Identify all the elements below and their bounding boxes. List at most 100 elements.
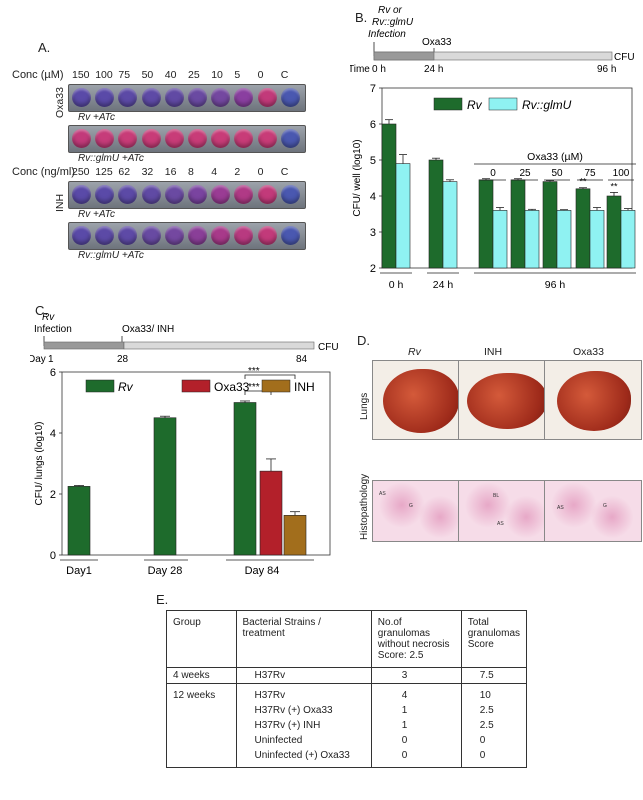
bar-oxa33: [259, 470, 283, 556]
group-cell: 4 weeks: [166, 667, 237, 684]
timeline-infection-3: Infection: [368, 29, 406, 40]
plate-inh-rv: [68, 181, 306, 209]
plate-well: [141, 226, 161, 245]
conc-value: 25: [188, 69, 200, 81]
conc-value: C: [280, 69, 289, 81]
conc-value: 5: [234, 69, 241, 81]
inh-side-label: INH: [54, 193, 66, 212]
row-label-glmu-inh: Rv::glmU +ATc: [78, 250, 144, 261]
score-cell: 2.5: [460, 718, 528, 733]
table-row: H37Rv (+) Oxa33 1 2.5: [166, 703, 528, 718]
dose-label: 75: [584, 168, 596, 179]
plate-well: [72, 185, 91, 204]
significance-bracket: [244, 390, 272, 395]
panel-d-label: D.: [357, 333, 370, 348]
plate-well: [118, 129, 138, 148]
table-row: H37Rv (+) INH 1 2.5: [166, 718, 528, 733]
group-label: 0 h: [389, 279, 404, 291]
bar-rv: [542, 181, 558, 269]
significance-mark: **: [579, 177, 587, 187]
legend-swatch-glmu: [488, 97, 518, 111]
timeline-c-infection: Infection: [34, 324, 72, 335]
plate-well: [234, 185, 254, 204]
dose-label: 25: [519, 168, 531, 179]
legend-swatch: [261, 379, 291, 393]
lung-photo-rv: [372, 360, 470, 440]
timeline-t96: 96 h: [597, 64, 616, 75]
bar-rv: [428, 159, 444, 269]
bar-glmu: [589, 210, 605, 269]
col-rv: Rv: [408, 346, 421, 358]
plate-well: [188, 88, 207, 107]
significance-mark: **: [610, 181, 618, 191]
plate-well: [164, 226, 184, 245]
header-total-score: Total granulomas Score: [460, 610, 528, 668]
timeline-c-bar-pre: [43, 341, 125, 350]
row-label-glmu: Rv::glmU +ATc: [78, 153, 144, 164]
score-cell: 10: [460, 683, 528, 703]
legend-label-rv: Rv: [467, 98, 483, 112]
bar-rv: [67, 486, 91, 556]
plate-well: [257, 226, 277, 245]
table-row: Uninfected 0 0: [166, 733, 528, 748]
panel-c-label: C.: [35, 303, 48, 318]
group-cell: 12 weeks: [166, 683, 237, 703]
bar-glmu: [556, 210, 572, 269]
count-cell: 0: [370, 733, 462, 748]
conc-um-label: Conc (µM): [12, 69, 64, 81]
lung-photo-oxa33: [544, 360, 642, 440]
bar-rv: [233, 402, 257, 556]
legend-swatch: [85, 379, 115, 393]
plate-well: [211, 226, 231, 245]
y-tick-label-c: 6: [50, 367, 56, 379]
plate-well: [257, 185, 277, 204]
plate-well: [211, 129, 231, 148]
timeline-c-cfu: CFU: [318, 342, 339, 353]
count-cell: 4: [370, 683, 462, 703]
plate-oxa33-glmu: [68, 125, 306, 153]
bar-glmu: [620, 210, 636, 269]
conc-value: C: [280, 166, 289, 178]
y-tick-label-c: 4: [50, 428, 56, 440]
conc-value: 0: [257, 69, 264, 81]
panel-b: Rv or Rv::glmU Infection Oxa33 CFU Time …: [350, 5, 636, 291]
score-cell: 7.5: [460, 667, 528, 684]
plate-well: [211, 185, 231, 204]
conc-value: 4: [211, 166, 218, 178]
strain-cell: H37Rv (+) INH: [235, 718, 372, 733]
timeline-c-d1: 1: [48, 354, 54, 365]
plate-well: [188, 129, 207, 148]
plate-well: [118, 88, 138, 107]
plate-well: [234, 88, 254, 107]
bar-rv: [478, 179, 494, 269]
count-cell: 1: [370, 718, 462, 733]
bar-glmu: [395, 163, 411, 269]
category-label: Day 84: [245, 565, 280, 577]
bar-rv: [575, 188, 591, 269]
row-histopathology: Histopathology: [359, 473, 370, 540]
bar-glmu: [492, 210, 508, 269]
y-tick-label-b: 5: [370, 155, 376, 167]
panel-b-label: B.: [355, 10, 368, 25]
timeline-c-d84: 84: [296, 354, 308, 365]
panel-e-label: E.: [156, 592, 169, 607]
plate-well: [95, 129, 115, 148]
plate-well: [280, 88, 300, 107]
significance-bracket: [244, 374, 296, 379]
legend-label: Rv: [118, 380, 134, 394]
significance-mark: ***: [248, 382, 260, 393]
y-tick-label-b: 7: [370, 83, 376, 95]
plate-well: [234, 226, 254, 245]
y-tick-label-c: 0: [50, 550, 56, 562]
plate-inh-glmu: [68, 222, 306, 250]
legend-swatch: [181, 379, 211, 393]
bar-rv: [606, 195, 622, 269]
dose-label: 0: [490, 168, 496, 179]
group-label-96: 96 h: [545, 279, 566, 291]
granuloma-table: Group Bacterial Strains / treatment No.o…: [166, 610, 528, 768]
plate-well: [164, 185, 184, 204]
plate-well: [72, 129, 91, 148]
dose-header: Oxa33 (µM): [527, 151, 583, 163]
score-cell: 0: [460, 733, 528, 748]
